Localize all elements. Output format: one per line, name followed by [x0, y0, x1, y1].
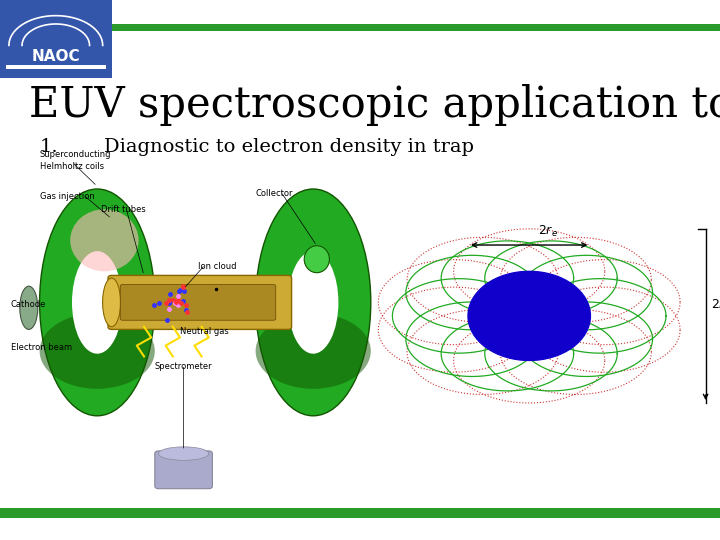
Ellipse shape [102, 278, 121, 327]
Ellipse shape [304, 246, 330, 273]
Bar [7, 146, 414, 500]
Text: 1.: 1. [40, 138, 58, 156]
Bar [112, 24, 720, 31]
FancyBboxPatch shape [155, 451, 212, 489]
Ellipse shape [288, 251, 338, 354]
Ellipse shape [256, 189, 371, 416]
Ellipse shape [468, 271, 590, 361]
Ellipse shape [72, 251, 122, 354]
Bar [0, 508, 720, 518]
Ellipse shape [40, 189, 155, 416]
Bar [6, 65, 106, 69]
Ellipse shape [158, 447, 209, 460]
Ellipse shape [256, 313, 371, 389]
Ellipse shape [70, 209, 138, 271]
Text: NAOC: NAOC [32, 49, 80, 64]
Text: EUV spectroscopic application to EBIT: EUV spectroscopic application to EBIT [29, 84, 720, 126]
Ellipse shape [19, 286, 37, 329]
Text: Cathode: Cathode [11, 300, 46, 309]
Text: Drift tubes: Drift tubes [101, 205, 145, 214]
Text: Helmholtz coils: Helmholtz coils [40, 162, 104, 171]
Text: Collector: Collector [256, 189, 293, 198]
Bar [0, 0, 112, 78]
Ellipse shape [40, 313, 155, 389]
Text: Diagnostic to electron density in trap: Diagnostic to electron density in trap [104, 138, 474, 156]
Text: Gas injection: Gas injection [40, 192, 94, 201]
Text: Neutral gas: Neutral gas [180, 327, 229, 336]
Text: Electron beam: Electron beam [11, 343, 72, 352]
Text: Ion cloud: Ion cloud [198, 262, 236, 271]
Text: Superconducting: Superconducting [40, 150, 111, 159]
Text: Spectrometer: Spectrometer [155, 362, 212, 371]
FancyBboxPatch shape [108, 275, 292, 329]
FancyBboxPatch shape [120, 285, 276, 320]
Text: $2r_i$: $2r_i$ [711, 298, 720, 313]
Text: $2r_e$: $2r_e$ [539, 224, 559, 239]
